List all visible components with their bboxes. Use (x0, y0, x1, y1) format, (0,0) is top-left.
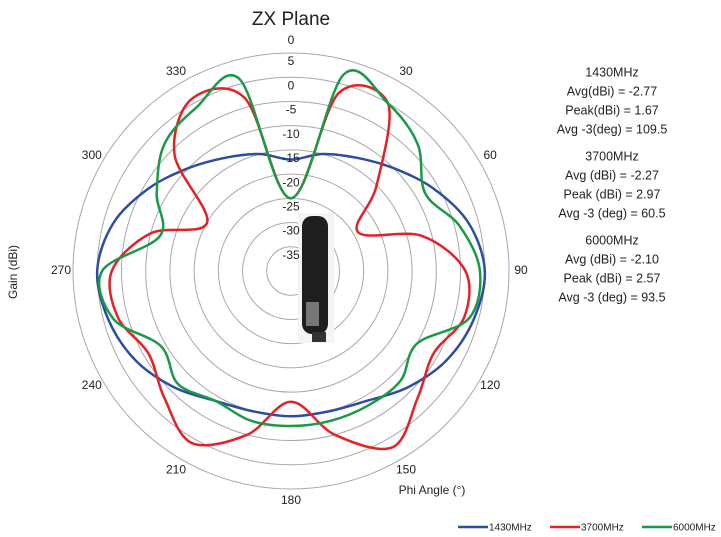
antenna-connector (312, 332, 326, 342)
annotation: Avg -3 (deg) = 60.5 (558, 206, 665, 220)
legend-label: 3700MHz (581, 523, 624, 534)
series-line (97, 69, 482, 428)
curves (95, 69, 487, 451)
x-axis-label: Phi Angle (°) (399, 483, 466, 497)
annotation: Avg (dBi) = -2.10 (565, 252, 659, 266)
grid-ring (145, 125, 437, 417)
annotation: Avg(dBi) = -2.77 (567, 84, 657, 98)
annotation: Avg -3 (deg) = 93.5 (558, 290, 665, 304)
grid-ring (72, 52, 510, 490)
annotation: Avg (dBi) = -2.27 (565, 168, 659, 182)
angle-tick-label: 0 (288, 33, 295, 47)
annotation: Peak (dBi) = 2.97 (564, 187, 661, 201)
labels: 5 0 -5 -10 -15 -20 -25 -30 -35 0 30 60 90 120 150 180 21… (51, 33, 716, 533)
angle-tick-label: 210 (166, 462, 186, 476)
r-tick-label: 0 (288, 78, 295, 92)
series-line (108, 84, 471, 451)
y-axis-label: Gain (dBi) (6, 245, 20, 299)
series-line (95, 152, 487, 418)
antenna-label (306, 302, 319, 326)
r-tick-label: -5 (286, 103, 297, 117)
r-tick-label: -30 (282, 224, 300, 238)
grid (72, 52, 510, 490)
annotation: Peak(dBi) = 1.67 (565, 103, 659, 117)
legend-label: 1430MHz (489, 523, 532, 534)
annotation: Avg -3(deg) = 109.5 (557, 122, 668, 136)
annotation: 6000MHz (585, 233, 639, 247)
grid-ring (193, 173, 389, 369)
annotation: 3700MHz (585, 149, 639, 163)
antenna-photo (298, 213, 334, 343)
chart-title: ZX Plane (252, 9, 330, 30)
angle-tick-label: 90 (514, 263, 528, 277)
angle-tick-label: 150 (396, 462, 416, 476)
r-tick-label: -25 (282, 200, 300, 214)
r-tick-label: -15 (282, 151, 300, 165)
legend-label: 6000MHz (673, 523, 716, 534)
annotation: 1430MHz (585, 65, 639, 79)
grid-ring (120, 100, 462, 442)
grid-ring (217, 197, 365, 345)
r-tick-label: -10 (282, 127, 300, 141)
angle-tick-label: 120 (480, 378, 500, 392)
angle-tick-label: 240 (82, 378, 102, 392)
angle-tick-label: 300 (82, 148, 102, 162)
angle-tick-label: 180 (281, 493, 301, 507)
angle-tick-label: 30 (399, 64, 413, 78)
grid-ring (169, 149, 413, 393)
angle-tick-label: 330 (166, 64, 186, 78)
r-tick-label: -35 (282, 248, 300, 262)
annotation: Peak (dBi) = 2.57 (564, 271, 661, 285)
r-tick-label: -20 (282, 175, 300, 189)
angle-tick-label: 270 (51, 263, 71, 277)
r-tick-label: 5 (288, 54, 295, 68)
angle-tick-label: 60 (484, 148, 498, 162)
grid-ring (242, 222, 340, 320)
